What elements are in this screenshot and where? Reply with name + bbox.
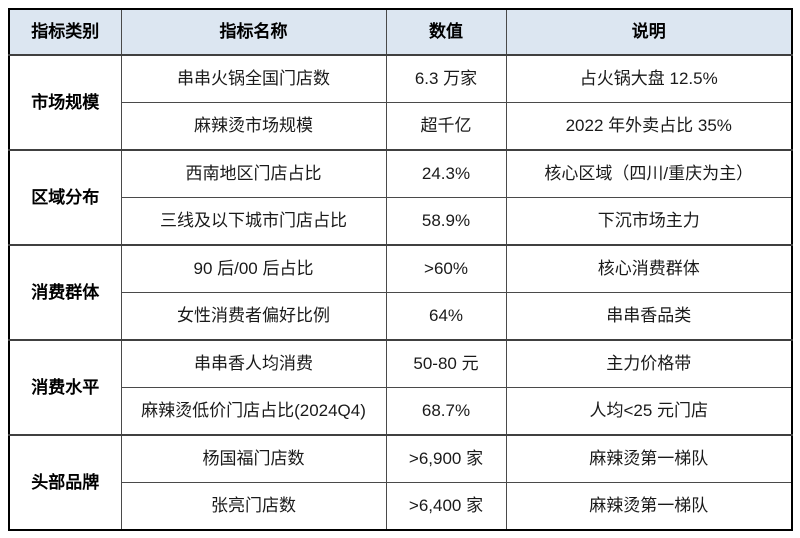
value-cell: 6.3 万家	[385, 54, 507, 103]
note-cell: 核心区域（四川/重庆为主）	[505, 149, 793, 198]
table-row: 市场规模 串串火锅全国门店数 6.3 万家 占火锅大盘 12.5%	[8, 54, 793, 151]
value-cell: >60%	[385, 244, 507, 293]
table-row: 消费水平 串串香人均消费 50-80 元 主力价格带	[8, 339, 793, 436]
table-row: 麻辣烫市场规模 超千亿 2022 年外卖占比 35%	[9, 102, 793, 151]
note-cell: 麻辣烫第一梯队	[505, 482, 793, 531]
value-cell: 64%	[385, 292, 507, 341]
indicator-name-cell: 串串火锅全国门店数	[120, 54, 387, 103]
indicator-name-cell: 串串香人均消费	[120, 339, 387, 388]
col-header-note: 说明	[505, 8, 793, 56]
indicator-name-cell: 张亮门店数	[120, 482, 387, 531]
table-row: 三线及以下城市门店占比 58.9% 下沉市场主力	[9, 197, 793, 246]
value-cell: >6,900 家	[385, 434, 507, 483]
note-cell: 2022 年外卖占比 35%	[505, 102, 793, 151]
indicator-table: 指标类别 指标名称 数值 说明 市场规模 串串火锅全国门店数 6.3 万家 占火…	[8, 8, 793, 531]
note-cell: 占火锅大盘 12.5%	[505, 54, 793, 103]
note-cell: 人均<25 元门店	[505, 387, 793, 436]
value-cell: 24.3%	[385, 149, 507, 198]
value-cell: 58.9%	[385, 197, 507, 246]
value-cell: >6,400 家	[385, 482, 507, 531]
note-cell: 主力价格带	[505, 339, 793, 388]
note-cell: 串串香品类	[505, 292, 793, 341]
indicator-name-cell: 麻辣烫低价门店占比(2024Q4)	[120, 387, 387, 436]
table-row: 麻辣烫低价门店占比(2024Q4) 68.7% 人均<25 元门店	[9, 387, 793, 436]
indicator-name-cell: 麻辣烫市场规模	[120, 102, 387, 151]
category-cell-top-brands: 头部品牌	[8, 434, 122, 531]
table-row: 区域分布 西南地区门店占比 24.3% 核心区域（四川/重庆为主）	[8, 149, 793, 246]
indicator-name-cell: 女性消费者偏好比例	[120, 292, 387, 341]
indicator-name-cell: 杨国福门店数	[120, 434, 387, 483]
indicator-name-cell: 西南地区门店占比	[120, 149, 387, 198]
category-cell-consumer-group: 消费群体	[8, 244, 122, 341]
category-cell-region: 区域分布	[8, 149, 122, 246]
indicator-name-cell: 90 后/00 后占比	[120, 244, 387, 293]
table-row: 消费群体 90 后/00 后占比 >60% 核心消费群体	[8, 244, 793, 341]
table-row: 张亮门店数 >6,400 家 麻辣烫第一梯队	[9, 482, 793, 531]
value-cell: 68.7%	[385, 387, 507, 436]
col-header-value: 数值	[385, 8, 507, 56]
note-cell: 麻辣烫第一梯队	[505, 434, 793, 483]
note-cell: 下沉市场主力	[505, 197, 793, 246]
indicator-name-cell: 三线及以下城市门店占比	[120, 197, 387, 246]
value-cell: 50-80 元	[385, 339, 507, 388]
table-row: 女性消费者偏好比例 64% 串串香品类	[9, 292, 793, 341]
header-row: 指标类别 指标名称 数值 说明	[8, 8, 793, 56]
category-cell-market-scale: 市场规模	[8, 54, 122, 151]
value-cell: 超千亿	[385, 102, 507, 151]
table-row: 头部品牌 杨国福门店数 >6,900 家 麻辣烫第一梯队	[8, 434, 793, 531]
category-cell-spend-level: 消费水平	[8, 339, 122, 436]
col-header-name: 指标名称	[120, 8, 387, 56]
col-header-category: 指标类别	[8, 8, 122, 56]
note-cell: 核心消费群体	[505, 244, 793, 293]
